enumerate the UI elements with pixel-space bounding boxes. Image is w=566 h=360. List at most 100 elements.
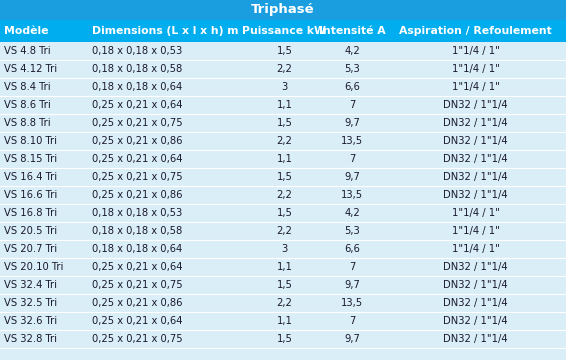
Text: 0,18 x 0,18 x 0,58: 0,18 x 0,18 x 0,58 xyxy=(92,64,182,74)
Text: 0,18 x 0,18 x 0,53: 0,18 x 0,18 x 0,53 xyxy=(92,208,182,218)
Bar xyxy=(0,114,566,132)
Text: DN32 / 1"1/4: DN32 / 1"1/4 xyxy=(443,190,508,200)
Text: Puissance kW: Puissance kW xyxy=(242,26,327,36)
Text: 1,5: 1,5 xyxy=(276,334,293,344)
Bar xyxy=(0,312,566,330)
Text: 1"1/4 / 1": 1"1/4 / 1" xyxy=(452,82,499,92)
Text: VS 20.7 Tri: VS 20.7 Tri xyxy=(4,244,57,254)
Text: VS 32.4 Tri: VS 32.4 Tri xyxy=(4,280,57,290)
Text: DN32 / 1"1/4: DN32 / 1"1/4 xyxy=(443,100,508,110)
Text: VS 32.5 Tri: VS 32.5 Tri xyxy=(4,298,57,308)
Bar xyxy=(0,168,566,186)
Text: Aspiration / Refoulement: Aspiration / Refoulement xyxy=(399,26,552,36)
Text: Dimensions (L x l x h) m: Dimensions (L x l x h) m xyxy=(92,26,238,36)
Text: Intensité A: Intensité A xyxy=(319,26,385,36)
Text: Modèle: Modèle xyxy=(4,26,49,36)
Text: 2,2: 2,2 xyxy=(276,136,293,146)
Text: 7: 7 xyxy=(349,154,355,164)
Text: VS 8.10 Tri: VS 8.10 Tri xyxy=(4,136,57,146)
Text: DN32 / 1"1/4: DN32 / 1"1/4 xyxy=(443,280,508,290)
Bar xyxy=(0,150,566,168)
Text: 0,25 x 0,21 x 0,75: 0,25 x 0,21 x 0,75 xyxy=(92,172,182,182)
Text: 0,25 x 0,21 x 0,86: 0,25 x 0,21 x 0,86 xyxy=(92,298,182,308)
Text: 7: 7 xyxy=(349,316,355,326)
Text: 1"1/4 / 1": 1"1/4 / 1" xyxy=(452,244,499,254)
Bar xyxy=(0,60,566,78)
Text: 1,1: 1,1 xyxy=(276,316,293,326)
Text: VS 20.10 Tri: VS 20.10 Tri xyxy=(4,262,63,272)
Text: 0,25 x 0,21 x 0,64: 0,25 x 0,21 x 0,64 xyxy=(92,262,182,272)
Text: 0,18 x 0,18 x 0,64: 0,18 x 0,18 x 0,64 xyxy=(92,244,182,254)
Text: DN32 / 1"1/4: DN32 / 1"1/4 xyxy=(443,262,508,272)
Text: 0,18 x 0,18 x 0,58: 0,18 x 0,18 x 0,58 xyxy=(92,226,182,236)
Text: 5,3: 5,3 xyxy=(345,226,360,236)
Text: 0,25 x 0,21 x 0,75: 0,25 x 0,21 x 0,75 xyxy=(92,280,182,290)
Text: 1,5: 1,5 xyxy=(276,46,293,56)
Text: 6,6: 6,6 xyxy=(344,244,361,254)
Text: 7: 7 xyxy=(349,262,355,272)
Text: VS 4.8 Tri: VS 4.8 Tri xyxy=(4,46,50,56)
Bar xyxy=(0,132,566,150)
Text: 1,5: 1,5 xyxy=(276,118,293,128)
Text: DN32 / 1"1/4: DN32 / 1"1/4 xyxy=(443,154,508,164)
Text: 2,2: 2,2 xyxy=(276,298,293,308)
Text: VS 32.6 Tri: VS 32.6 Tri xyxy=(4,316,57,326)
Text: 1,5: 1,5 xyxy=(276,208,293,218)
Text: 5,3: 5,3 xyxy=(345,64,360,74)
Text: 0,25 x 0,21 x 0,86: 0,25 x 0,21 x 0,86 xyxy=(92,136,182,146)
Text: 9,7: 9,7 xyxy=(344,118,361,128)
Text: 7: 7 xyxy=(349,100,355,110)
Bar xyxy=(0,204,566,222)
Text: 0,25 x 0,21 x 0,64: 0,25 x 0,21 x 0,64 xyxy=(92,100,182,110)
Text: VS 16.8 Tri: VS 16.8 Tri xyxy=(4,208,57,218)
Text: 6,6: 6,6 xyxy=(344,82,361,92)
Text: 4,2: 4,2 xyxy=(345,208,360,218)
Text: DN32 / 1"1/4: DN32 / 1"1/4 xyxy=(443,298,508,308)
Text: 1"1/4 / 1": 1"1/4 / 1" xyxy=(452,46,499,56)
Text: 1"1/4 / 1": 1"1/4 / 1" xyxy=(452,64,499,74)
Text: DN32 / 1"1/4: DN32 / 1"1/4 xyxy=(443,316,508,326)
Text: 3: 3 xyxy=(281,244,288,254)
Text: DN32 / 1"1/4: DN32 / 1"1/4 xyxy=(443,172,508,182)
Text: 0,25 x 0,21 x 0,86: 0,25 x 0,21 x 0,86 xyxy=(92,190,182,200)
Text: VS 8.6 Tri: VS 8.6 Tri xyxy=(4,100,51,110)
Text: 3: 3 xyxy=(281,82,288,92)
Text: 1,1: 1,1 xyxy=(276,262,293,272)
Bar xyxy=(0,258,566,276)
Text: 1,5: 1,5 xyxy=(276,172,293,182)
Text: 2,2: 2,2 xyxy=(276,190,293,200)
Text: VS 4.12 Tri: VS 4.12 Tri xyxy=(4,64,57,74)
Bar xyxy=(0,186,566,204)
Text: 1,1: 1,1 xyxy=(276,154,293,164)
Text: 1,5: 1,5 xyxy=(276,280,293,290)
Text: 9,7: 9,7 xyxy=(344,334,361,344)
Text: 9,7: 9,7 xyxy=(344,172,361,182)
Bar xyxy=(0,330,566,348)
Text: VS 20.5 Tri: VS 20.5 Tri xyxy=(4,226,57,236)
Text: 1"1/4 / 1": 1"1/4 / 1" xyxy=(452,208,499,218)
Text: 0,25 x 0,21 x 0,64: 0,25 x 0,21 x 0,64 xyxy=(92,316,182,326)
Text: 0,18 x 0,18 x 0,53: 0,18 x 0,18 x 0,53 xyxy=(92,46,182,56)
Text: VS 16.4 Tri: VS 16.4 Tri xyxy=(4,172,57,182)
Bar xyxy=(0,0,566,20)
Text: 2,2: 2,2 xyxy=(276,226,293,236)
Text: Triphasé: Triphasé xyxy=(251,4,315,17)
Bar xyxy=(0,20,566,42)
Text: 1,1: 1,1 xyxy=(276,100,293,110)
Text: 1"1/4 / 1": 1"1/4 / 1" xyxy=(452,226,499,236)
Text: 9,7: 9,7 xyxy=(344,280,361,290)
Bar xyxy=(0,42,566,60)
Text: 0,18 x 0,18 x 0,64: 0,18 x 0,18 x 0,64 xyxy=(92,82,182,92)
Text: 4,2: 4,2 xyxy=(345,46,360,56)
Text: 0,25 x 0,21 x 0,75: 0,25 x 0,21 x 0,75 xyxy=(92,334,182,344)
Bar xyxy=(0,222,566,240)
Text: DN32 / 1"1/4: DN32 / 1"1/4 xyxy=(443,118,508,128)
Text: 13,5: 13,5 xyxy=(341,298,363,308)
Bar xyxy=(0,276,566,294)
Text: 0,25 x 0,21 x 0,75: 0,25 x 0,21 x 0,75 xyxy=(92,118,182,128)
Text: VS 8.8 Tri: VS 8.8 Tri xyxy=(4,118,50,128)
Bar xyxy=(0,294,566,312)
Bar xyxy=(0,96,566,114)
Text: 2,2: 2,2 xyxy=(276,64,293,74)
Bar xyxy=(0,78,566,96)
